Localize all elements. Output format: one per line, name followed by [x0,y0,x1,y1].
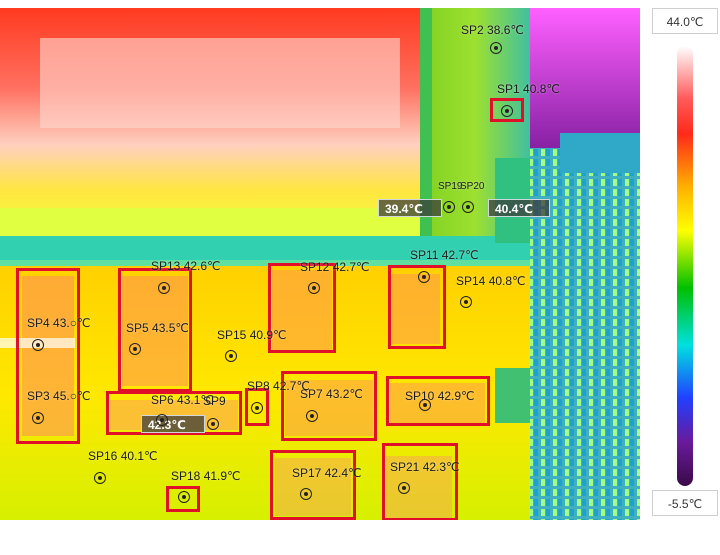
spot-label-sp2: SP2 38.6℃ [461,23,524,37]
spot-label-sp8: SP8 42.7℃ [247,379,310,393]
spot-marker-sp15[interactable] [223,348,239,364]
spot-label-sp3: SP3 45.○℃ [27,389,91,403]
scale-min-label: -5.5℃ [652,490,718,516]
spot-label-sp13: SP13 42.6℃ [151,259,221,273]
spot-marker-sp5[interactable] [127,341,143,357]
region-box-sp5-sp13 [118,268,192,392]
spot-marker-sp19[interactable] [441,199,457,215]
spot-marker-sp13[interactable] [156,280,172,296]
spot-marker-sp7[interactable] [304,408,320,424]
spot-marker-sp17[interactable] [298,486,314,502]
region-box-sp12 [268,263,336,353]
region-box-sp11 [388,265,446,349]
spot-marker-sp12[interactable] [306,280,322,296]
spot-label-sp18: SP18 41.9℃ [171,469,241,483]
spot-marker-sp4[interactable] [30,337,46,353]
spot-label-sp10: SP10 42.9℃ [405,389,475,403]
spot-marker-sp20[interactable] [460,199,476,215]
spot-label-sp12: SP12 42.7℃ [300,260,370,274]
spot-label-sp17: SP17 42.4℃ [292,466,362,480]
readout-left: 39.4℃ [378,199,442,217]
spot-label-sp20: SP20 [460,181,485,192]
spot-marker-sp10[interactable] [417,397,433,413]
color-bar [677,46,693,486]
spot-marker-sp11[interactable] [416,269,432,285]
spot-label-sp4: SP4 43.○℃ [27,316,91,330]
region-box-sp18 [166,486,200,512]
spot-marker-sp2[interactable] [488,40,504,56]
readout-sp6-box: 42.3℃ [141,415,205,433]
region-box-sp1 [490,98,524,122]
spot-marker-sp8[interactable] [249,400,265,416]
spot-label-sp15: SP15 40.9℃ [217,328,287,342]
region-box-sp10 [386,376,490,426]
spot-marker-sp14[interactable] [458,294,474,310]
spot-label-sp7: SP7 43.2℃ [300,387,363,401]
region-box-sp3-sp4 [16,268,80,444]
temperature-scale: 44.0℃ -5.5℃ [652,8,720,520]
scale-max-label: 44.0℃ [652,8,718,34]
spot-label-sp19: SP19 [438,181,463,192]
spot-marker-sp21[interactable] [396,480,412,496]
spot-marker-sp1[interactable] [499,103,515,119]
region-box-sp7 [281,371,377,441]
region-box-sp8 [245,388,269,426]
spot-marker-sp18[interactable] [176,489,192,505]
spot-marker-sp3[interactable] [30,410,46,426]
spot-marker-sp9[interactable] [205,416,221,432]
spot-label-sp11: SP11 42.7℃ [410,248,479,262]
readout-right: 40.4℃ [488,199,550,217]
spot-label-sp14: SP14 40.8℃ [456,274,526,288]
spot-label-sp9: SP9 [203,394,226,408]
region-box-sp21 [382,443,458,520]
spot-label-sp5: SP5 43.5℃ [126,321,189,335]
region-box-sp17 [270,450,356,520]
thermal-image: 39.4℃ 40.4℃ 42.3℃ SP1 40.8℃ SP2 38.6℃ SP… [0,8,640,520]
spot-label-sp21: SP21 42.3℃ [390,460,460,474]
spot-label-sp1: SP1 40.8℃ [497,82,560,96]
spot-label-sp6: SP6 43.1℃ [151,393,214,407]
spot-label-sp16: SP16 40.1℃ [88,449,158,463]
thermal-background [0,8,640,520]
spot-marker-sp6[interactable] [154,412,170,428]
region-box-sp6 [106,391,242,435]
spot-marker-sp16[interactable] [92,470,108,486]
